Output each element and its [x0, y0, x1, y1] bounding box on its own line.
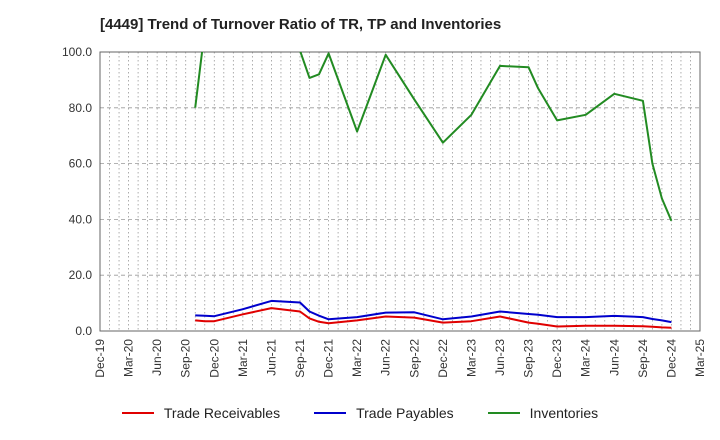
- legend-swatch-inventories: [487, 412, 520, 414]
- plot-frame: [99, 51, 701, 332]
- x-tick-label: Jun-21: [264, 339, 278, 376]
- x-tick-label: Jun-24: [607, 339, 621, 376]
- y-tick-label: 0.0: [75, 324, 92, 338]
- legend-label-payables: Trade Payables: [356, 405, 454, 421]
- legend-item-payables: Trade Payables: [314, 405, 454, 421]
- x-tick-label: Jun-22: [379, 339, 393, 376]
- legend-label-inventories: Inventories: [529, 405, 599, 421]
- series-line-inventories: [194, 52, 673, 222]
- x-tick-label: Dec-21: [322, 339, 336, 378]
- x-tick-label: Sep-20: [179, 339, 193, 378]
- chart-plot: 0.0 20.0 40.0 60.0 80.0 100.0 Dec-19 Mar-20 Jun-…: [62, 45, 707, 378]
- grid-layer: [100, 51, 700, 331]
- x-tick-label: Jun-20: [150, 339, 164, 376]
- y-tick-label: 60.0: [69, 157, 93, 171]
- chart-title: [4449] Trend of Turnover Ratio of TR, TP…: [100, 16, 502, 33]
- x-tick-label: Sep-24: [636, 339, 650, 378]
- axis-layer: [99, 51, 701, 332]
- x-tick-label: Sep-23: [522, 339, 536, 378]
- y-tick-label: 40.0: [69, 212, 93, 226]
- legend-item-receivables: Trade Receivables: [121, 405, 281, 421]
- series-layer: [194, 52, 673, 329]
- x-tick-label: Mar-20: [122, 339, 136, 377]
- x-tick-label: Dec-23: [550, 339, 564, 378]
- y-tick-label: 20.0: [69, 268, 93, 282]
- x-tick-label: Mar-25: [693, 339, 707, 377]
- x-tick-label: Jun-23: [493, 339, 507, 376]
- x-tick-label: Mar-24: [579, 339, 593, 377]
- legend: Trade Receivables Trade Payables Invento…: [0, 405, 720, 421]
- tick-layer: 0.0 20.0 40.0 60.0 80.0 100.0 Dec-19 Mar-20 Jun-…: [62, 45, 707, 378]
- x-tick-label: Sep-21: [293, 339, 307, 378]
- legend-swatch-receivables: [121, 412, 154, 414]
- x-tick-label: Sep-22: [407, 339, 421, 378]
- x-tick-label: Dec-19: [93, 339, 107, 378]
- y-tick-label: 100.0: [62, 45, 92, 59]
- y-tick-label: 80.0: [69, 101, 93, 115]
- x-tick-label: Mar-21: [236, 339, 250, 377]
- series-line-trade-payables: [195, 299, 672, 324]
- legend-label-receivables: Trade Receivables: [163, 405, 281, 421]
- x-tick-label: Dec-20: [207, 339, 221, 378]
- x-tick-label: Mar-23: [464, 339, 478, 377]
- legend-item-inventories: Inventories: [487, 405, 599, 421]
- series-line-trade-receivables: [195, 307, 672, 329]
- x-tick-label: Dec-24: [664, 339, 678, 378]
- x-tick-label: Dec-22: [436, 339, 450, 378]
- x-tick-label: Mar-22: [350, 339, 364, 377]
- legend-swatch-payables: [314, 412, 347, 414]
